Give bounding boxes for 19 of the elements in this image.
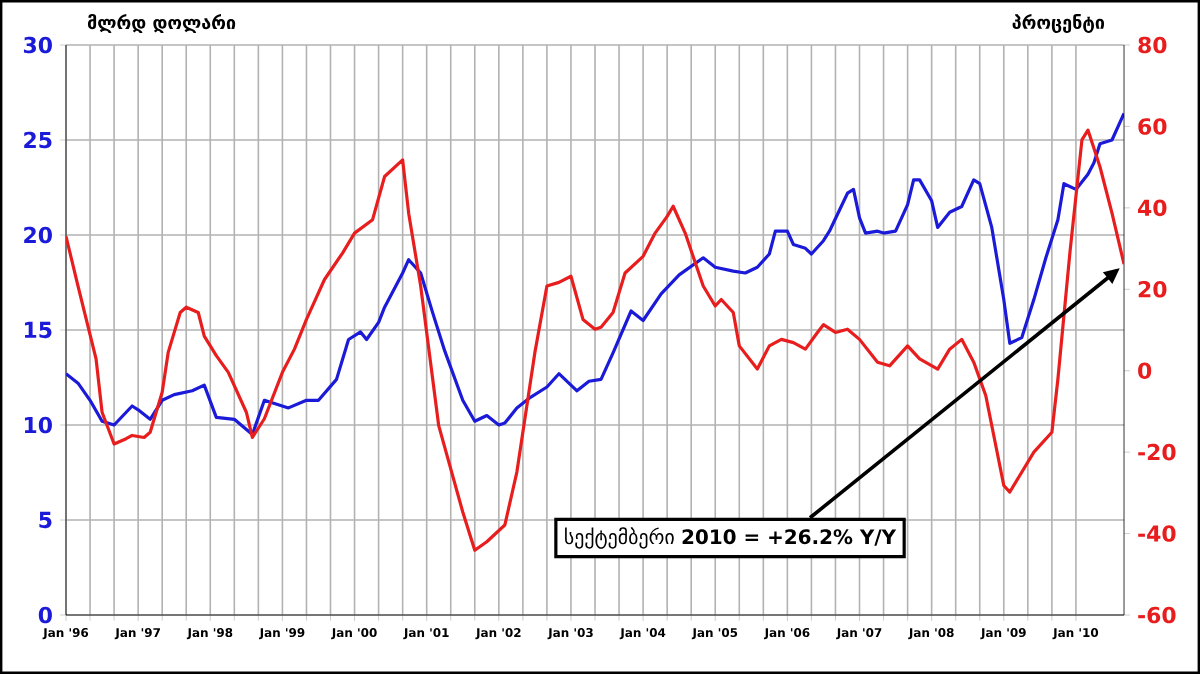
y2-tick-label: -40 [1138,525,1176,542]
y2-tick-label: 0 [1138,362,1152,380]
y-tick-label: 5 [39,511,52,529]
line-series [66,111,1125,437]
y2-tick-label: 60 [1138,118,1167,135]
y-tick-label: 25 [24,131,52,149]
y-tick-label: 15 [24,321,52,339]
y2-tick-label: 20 [1138,281,1167,298]
y-tick-label: 0 [38,606,52,624]
y-axis-title: მლრდ დოლარი [87,14,236,33]
y-tick-label: 10 [24,416,52,434]
y-tick-label: 30 [23,36,52,54]
y2-tick-label: -60 [1138,606,1176,624]
y-tick-label: 20 [24,226,52,244]
y2-axis-title: პროცენტი [1012,13,1105,33]
y2-tick-label: -20 [1138,443,1176,461]
y2-tick-label: 40 [1138,199,1167,217]
annotation: სექტემბერი 2010 = +26.2% Y/Y [565,527,897,549]
y2-tick-label: 80 [1138,36,1167,54]
